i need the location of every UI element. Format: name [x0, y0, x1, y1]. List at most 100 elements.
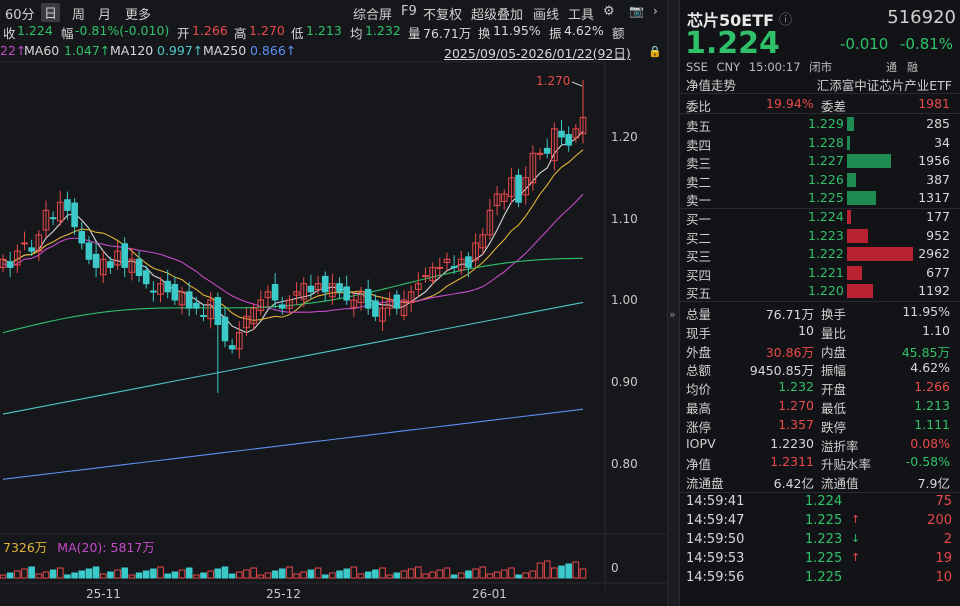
candle-body[interactable]	[321, 275, 329, 293]
candle-body[interactable]	[92, 253, 100, 268]
candle-body[interactable]	[293, 291, 300, 296]
candle-body[interactable]	[228, 345, 236, 350]
candle-body[interactable]	[558, 130, 565, 138]
candle-body[interactable]	[49, 217, 57, 220]
candle-body[interactable]	[64, 199, 71, 211]
candle-body[interactable]	[121, 243, 129, 268]
super-overlay-button[interactable]: 超级叠加	[471, 8, 524, 23]
period-60min-tab[interactable]: 60分	[5, 8, 35, 23]
candle-body[interactable]	[85, 242, 93, 260]
candle-body[interactable]	[515, 174, 522, 203]
candle-body[interactable]	[157, 283, 164, 295]
candle-body[interactable]	[56, 201, 64, 222]
candle-body[interactable]	[364, 288, 372, 309]
candle-body[interactable]	[350, 299, 358, 308]
composite-screen-button[interactable]: 综合屏	[353, 8, 393, 23]
candle-body[interactable]	[314, 283, 322, 290]
candle-body[interactable]	[508, 177, 515, 197]
candle-body[interactable]	[479, 234, 487, 249]
candle-body[interactable]	[500, 193, 508, 202]
candle-body[interactable]	[21, 242, 28, 245]
candle-body[interactable]	[214, 297, 222, 325]
candle-body[interactable]	[450, 266, 458, 269]
candle-body[interactable]	[135, 258, 143, 277]
more-periods-tab[interactable]: 更多	[125, 8, 152, 23]
candle-body[interactable]	[407, 291, 415, 303]
candle-body[interactable]	[164, 280, 171, 293]
candle-body[interactable]	[114, 250, 121, 266]
candle-body[interactable]	[429, 266, 436, 281]
candle-body[interactable]	[400, 299, 408, 316]
candle-body[interactable]	[329, 283, 336, 298]
panel-collapse-strip[interactable]: »	[667, 0, 680, 606]
period-month-tab[interactable]: 月	[98, 8, 112, 23]
candle-body[interactable]	[207, 299, 214, 320]
candle-body[interactable]	[522, 177, 530, 196]
candle-body[interactable]	[372, 300, 379, 317]
candle-body[interactable]	[128, 258, 136, 273]
candle-body[interactable]	[336, 283, 343, 293]
candle-body[interactable]	[264, 291, 272, 299]
candle-body[interactable]	[286, 299, 293, 309]
kline-panel[interactable]: 60分 日 周 月 更多 综合屏 F9 不复权 超级叠加 画线 工具 ⚙ 📷 ›…	[0, 0, 667, 606]
candle-body[interactable]	[529, 152, 537, 184]
candle-body[interactable]	[472, 242, 479, 261]
candle-body[interactable]	[99, 258, 107, 276]
candle-body[interactable]	[443, 258, 451, 264]
candle-body[interactable]	[565, 134, 572, 146]
candle-body[interactable]	[200, 314, 207, 317]
candle-body[interactable]	[343, 286, 351, 301]
candle-body[interactable]	[142, 270, 150, 285]
candle-body[interactable]	[415, 283, 422, 290]
candle-body[interactable]	[221, 316, 229, 342]
candle-body[interactable]	[493, 193, 501, 206]
collapse-arrow-icon[interactable]: »	[669, 308, 676, 321]
period-week-tab[interactable]: 周	[72, 8, 86, 23]
candle-body[interactable]	[28, 247, 35, 252]
candle-body[interactable]	[543, 147, 551, 154]
tools-button[interactable]: 工具	[568, 8, 595, 23]
candle-body[interactable]	[78, 231, 86, 244]
screenshot-icon[interactable]: 📷	[629, 4, 644, 18]
draw-line-button[interactable]: 画线	[533, 8, 560, 23]
candle-body[interactable]	[572, 128, 580, 139]
candle-body[interactable]	[35, 234, 43, 252]
no-adjust-button[interactable]: 不复权	[423, 8, 463, 23]
candle-body[interactable]	[235, 332, 243, 350]
chevron-right-icon[interactable]: ›	[653, 4, 658, 18]
candle-body[interactable]	[486, 209, 494, 236]
candle-body[interactable]	[307, 285, 315, 293]
candle-body[interactable]	[185, 291, 193, 309]
info-icon[interactable]: ⓘ	[779, 13, 793, 28]
kline-chart[interactable]: 1.20 1.10 1.00 0.90 0.80 1.270 0 25-11 2…	[0, 0, 667, 606]
candle-body[interactable]	[551, 128, 558, 162]
candle-body[interactable]	[457, 258, 465, 271]
candle-body[interactable]	[0, 258, 7, 268]
candle-body[interactable]	[14, 250, 21, 266]
candle-body[interactable]	[257, 299, 265, 312]
candle-body[interactable]	[465, 256, 472, 268]
candle-body[interactable]	[150, 290, 157, 293]
candle-body[interactable]	[278, 304, 286, 309]
settings-gear-icon[interactable]: ⚙	[603, 4, 615, 19]
candle-body[interactable]	[171, 284, 179, 301]
candle-body[interactable]	[250, 307, 257, 325]
candle-body[interactable]	[579, 116, 587, 135]
candle-body[interactable]	[536, 152, 544, 155]
candle-body[interactable]	[243, 315, 250, 329]
candle-body[interactable]	[379, 307, 386, 322]
candle-body[interactable]	[107, 261, 114, 268]
candle-body[interactable]	[42, 209, 50, 231]
f9-button[interactable]: F9	[401, 4, 417, 19]
candle-body[interactable]	[386, 299, 393, 309]
candle-body[interactable]	[393, 294, 401, 309]
candle-body[interactable]	[300, 283, 308, 300]
candle-body[interactable]	[436, 266, 444, 269]
date-range[interactable]: 2025/09/05-2026/01/22(92日)	[444, 46, 631, 61]
candle-body[interactable]	[71, 202, 78, 228]
candle-body[interactable]	[178, 291, 186, 306]
candle-body[interactable]	[6, 261, 14, 268]
period-day-tab[interactable]: 日	[41, 3, 61, 22]
candle-body[interactable]	[193, 302, 200, 309]
candle-body[interactable]	[271, 284, 279, 301]
